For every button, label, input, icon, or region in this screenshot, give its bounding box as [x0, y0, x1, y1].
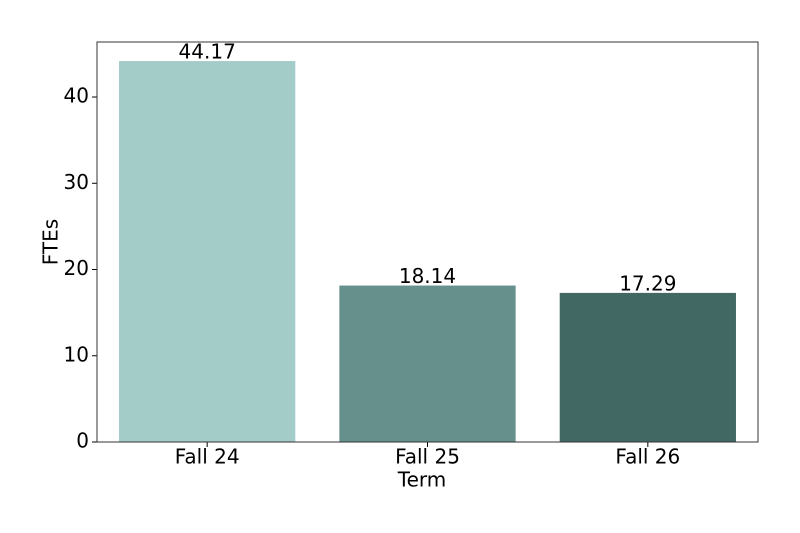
value-label: 44.17	[179, 40, 236, 64]
y-tick-label: 30	[64, 170, 89, 194]
y-tick-label: 10	[64, 342, 89, 366]
y-tick-label: 20	[64, 256, 89, 280]
x-tick-label: Fall 26	[615, 445, 680, 469]
value-label: 17.29	[619, 271, 676, 295]
x-tick-label: Fall 24	[175, 445, 240, 469]
x-tick-label: Fall 25	[395, 445, 460, 469]
bar	[559, 292, 736, 442]
y-tick-label: 0	[76, 429, 89, 453]
value-label: 18.14	[399, 264, 456, 288]
bar	[339, 285, 516, 442]
x-axis-label: Term	[397, 468, 446, 492]
plot-frame	[96, 41, 759, 443]
bar	[119, 61, 296, 443]
y-axis-label: FTEs	[39, 219, 63, 265]
y-tick-label: 40	[64, 84, 89, 108]
